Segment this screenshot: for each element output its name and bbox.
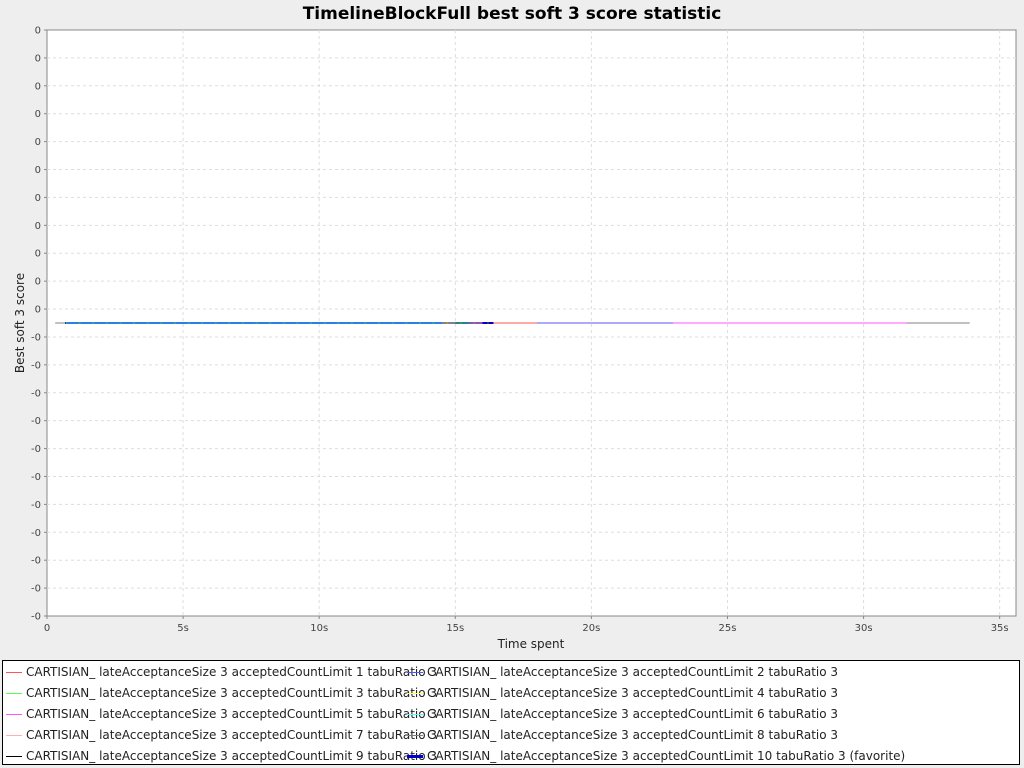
y-tick-label: 0 <box>35 109 41 120</box>
y-tick-label: 0 <box>35 305 41 316</box>
y-tick-label: 0 <box>35 81 41 92</box>
legend-swatch <box>6 734 22 736</box>
y-tick-label: 0 <box>35 137 41 148</box>
legend-item: CARTISIAN_ lateAcceptanceSize 3 accepted… <box>6 705 437 723</box>
y-tick-label: -0 <box>31 444 41 455</box>
legend-swatch <box>6 713 22 715</box>
legend-swatch <box>6 692 22 694</box>
chart-canvas: TimelineBlockFull best soft 3 score stat… <box>13 4 1017 651</box>
y-tick-label: -0 <box>31 360 41 371</box>
x-tick-label: 20s <box>582 623 600 634</box>
grid-lines <box>47 30 1016 616</box>
legend-item: CARTISIAN_ lateAcceptanceSize 3 accepted… <box>6 684 437 702</box>
x-tick-label: 5s <box>177 623 189 634</box>
legend-label: CARTISIAN_ lateAcceptanceSize 3 accepted… <box>26 728 438 742</box>
series-marker <box>65 322 68 324</box>
x-tick-label: 15s <box>446 623 464 634</box>
legend-label: CARTISIAN_ lateAcceptanceSize 3 accepted… <box>26 749 438 763</box>
legend-label: CARTISIAN_ lateAcceptanceSize 3 accepted… <box>427 707 839 721</box>
y-tick-label: -0 <box>31 528 41 539</box>
series-lines <box>55 322 970 324</box>
y-tick-label: 0 <box>35 53 41 64</box>
y-tick-label: 0 <box>35 26 41 37</box>
legend-swatch <box>6 755 22 757</box>
y-axis-title: Best soft 3 score <box>13 273 27 373</box>
chart-title: TimelineBlockFull best soft 3 score stat… <box>303 4 722 24</box>
legend-item: CARTISIAN_ lateAcceptanceSize 3 accepted… <box>407 684 838 702</box>
y-tick-label: -0 <box>31 472 41 483</box>
x-axis-title: Time spent <box>497 637 565 651</box>
y-tick-label: -0 <box>31 388 41 399</box>
y-tick-label: -0 <box>31 332 41 343</box>
x-tick-label: 25s <box>719 623 737 634</box>
legend-item: CARTISIAN_ lateAcceptanceSize 3 accepted… <box>407 663 838 681</box>
y-tick-label: 0 <box>35 165 41 176</box>
legend-item: CARTISIAN_ lateAcceptanceSize 3 accepted… <box>407 747 905 765</box>
legend-label: CARTISIAN_ lateAcceptanceSize 3 accepted… <box>427 728 839 742</box>
y-tick-label: 0 <box>35 221 41 232</box>
legend-item: CARTISIAN_ lateAcceptanceSize 3 accepted… <box>6 726 437 744</box>
y-tick-label: -0 <box>31 612 41 623</box>
x-tick-label: 30s <box>855 623 873 634</box>
legend-swatch <box>407 713 423 715</box>
legend-item: CARTISIAN_ lateAcceptanceSize 3 accepted… <box>407 705 838 723</box>
y-tick-label: -0 <box>31 500 41 511</box>
legend-swatch <box>407 692 423 694</box>
legend-label: CARTISIAN_ lateAcceptanceSize 3 accepted… <box>26 707 438 721</box>
y-tick-label: 0 <box>35 249 41 260</box>
legend-swatch <box>6 671 22 673</box>
series-marker <box>486 322 489 324</box>
y-tick-label: 0 <box>35 193 41 204</box>
x-tick-label: 10s <box>310 623 328 634</box>
x-axis-ticks: 0 5s 10s 15s 20s 25s 30s 35s <box>44 616 1009 634</box>
legend-swatch <box>407 671 423 673</box>
legend-label: CARTISIAN_ lateAcceptanceSize 3 accepted… <box>427 749 906 763</box>
legend-label: CARTISIAN_ lateAcceptanceSize 3 accepted… <box>427 665 839 679</box>
y-tick-label: -0 <box>31 584 41 595</box>
legend-item: CARTISIAN_ lateAcceptanceSize 3 accepted… <box>6 663 437 681</box>
y-tick-label: -0 <box>31 416 41 427</box>
legend: CARTISIAN_ lateAcceptanceSize 3 accepted… <box>2 660 1020 765</box>
x-tick-label: 0 <box>44 623 50 634</box>
legend-label: CARTISIAN_ lateAcceptanceSize 3 accepted… <box>427 686 839 700</box>
y-axis-ticks: 0 0 0 0 0 0 0 0 0 0 0 -0 -0 -0 -0 -0 -0 -0 -0 -0 -0 -0 <box>31 26 47 623</box>
y-tick-label: 0 <box>35 277 41 288</box>
legend-swatch <box>407 754 423 758</box>
legend-swatch <box>407 734 423 736</box>
legend-label: CARTISIAN_ lateAcceptanceSize 3 accepted… <box>26 665 438 679</box>
legend-item: CARTISIAN_ lateAcceptanceSize 3 accepted… <box>407 726 838 744</box>
x-tick-label: 35s <box>991 623 1009 634</box>
y-tick-label: -0 <box>31 556 41 567</box>
legend-item: CARTISIAN_ lateAcceptanceSize 3 accepted… <box>6 747 437 765</box>
legend-label: CARTISIAN_ lateAcceptanceSize 3 accepted… <box>26 686 438 700</box>
